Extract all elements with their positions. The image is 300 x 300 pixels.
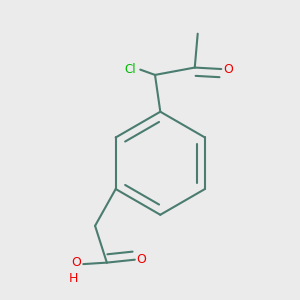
- Text: O: O: [136, 253, 146, 266]
- Text: Cl: Cl: [124, 63, 136, 76]
- Text: H: H: [69, 272, 79, 285]
- Text: O: O: [223, 62, 233, 76]
- Text: O: O: [71, 256, 81, 269]
